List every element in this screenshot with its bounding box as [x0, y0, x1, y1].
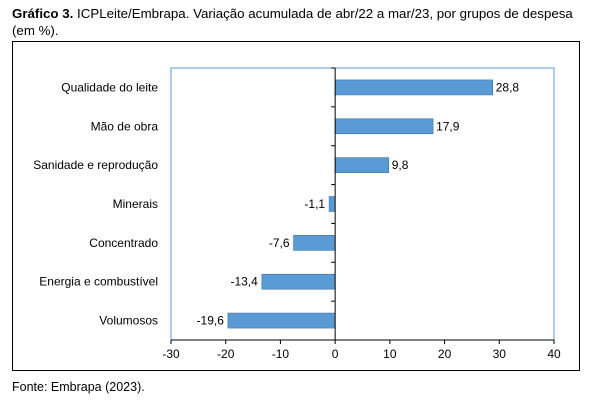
bar: [334, 157, 390, 173]
x-tick-label: 40: [547, 347, 561, 361]
x-tick-label: -10: [272, 347, 290, 361]
data-label: -13,4: [230, 275, 258, 289]
x-tick-label: 20: [438, 347, 452, 361]
plot-area: [170, 67, 555, 341]
bar: [227, 312, 336, 329]
bar: [261, 273, 336, 290]
chart-frame: [12, 41, 580, 371]
category-label: Minerais: [113, 197, 158, 211]
x-tick-label: -30: [162, 347, 180, 361]
data-label: 9,8: [392, 158, 409, 172]
x-tick-label: 0: [332, 347, 339, 361]
data-label: 17,9: [436, 119, 460, 133]
data-label: -7,6: [269, 236, 290, 250]
x-tick-label: -20: [217, 347, 235, 361]
category-label: Mão de obra: [91, 119, 159, 133]
category-label: Energia e combustível: [39, 275, 158, 289]
category-label: Qualidade do leite: [61, 80, 158, 94]
category-label: Sanidade e reprodução: [33, 158, 158, 172]
source-note: Fonte: Embrapa (2023).: [12, 380, 145, 394]
category-label: Volumosos: [99, 314, 158, 328]
chart-caption: Gráfico 3. ICPLeite/Embrapa. Variação ac…: [12, 5, 592, 39]
x-tick-label: 10: [383, 347, 397, 361]
data-label: -1,1: [304, 197, 325, 211]
bar: [334, 79, 494, 96]
category-label: Concentrado: [89, 236, 158, 250]
bar: [334, 118, 434, 135]
data-label: -19,6: [197, 314, 225, 328]
caption-prefix: Gráfico 3.: [12, 6, 74, 21]
caption-text: ICPLeite/Embrapa. Variação acumulada de …: [12, 6, 573, 38]
x-tick-label: 30: [493, 347, 507, 361]
data-label: 28,8: [496, 80, 520, 94]
bar: [293, 235, 336, 251]
bar: [328, 196, 336, 212]
